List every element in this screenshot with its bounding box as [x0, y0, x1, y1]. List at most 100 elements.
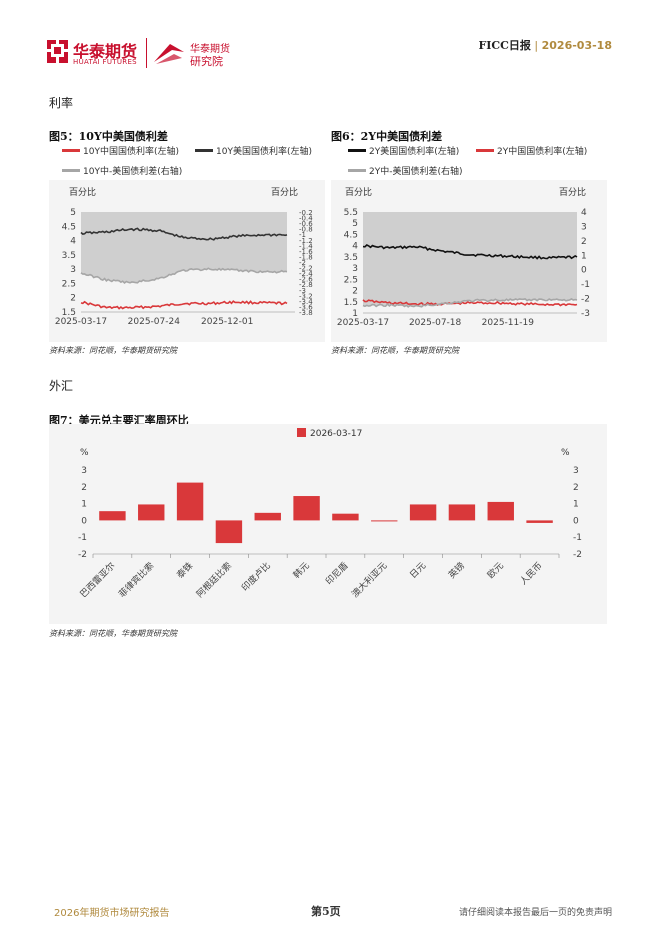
category-label: 印度卢比 — [239, 560, 273, 594]
company-logo: 华泰期货 HUATAI FUTURES — [47, 38, 147, 70]
bar — [487, 501, 514, 521]
left-tick-label: 4 — [352, 242, 358, 252]
category-label: 印尼盾 — [323, 560, 351, 588]
bar — [138, 504, 165, 521]
institute-name-1: 华泰期货 — [190, 44, 230, 55]
company-name-en: HUATAI FUTURES — [73, 58, 137, 66]
category-label: 巴西雷亚尔 — [77, 560, 117, 600]
left-tick-label: 4.5 — [62, 222, 76, 232]
report-separator: | — [534, 39, 539, 52]
right-tick-label: -2.4 — [299, 270, 313, 278]
fig7-source: 资料来源：同花顺，华泰期货研究院 — [49, 629, 177, 638]
section-title-rates: 利率 — [49, 96, 74, 110]
right-tick-label: -2.2 — [299, 265, 313, 273]
legend-swatch — [348, 149, 366, 152]
institute-wing-icon — [154, 44, 184, 64]
right-tick-label: -2.8 — [299, 281, 313, 289]
right-tick-label: -1.6 — [299, 248, 313, 256]
right-tick-label: -0.2 — [299, 209, 313, 217]
right-tick-label: -3.4 — [299, 298, 313, 306]
series-line — [80, 267, 288, 284]
series-line — [80, 300, 288, 310]
legend-swatch — [476, 149, 494, 152]
right-tick-label: -3 — [299, 287, 306, 295]
left-tick-label: 2 — [70, 294, 76, 304]
legend-label: 10Y中-美国债利差(右轴) — [83, 167, 183, 177]
fig5-chart-panel: 百分比 百分比 5 4.5 4 3.5 3 2.5 2 1.5 -0.2 -0.4 -0.6 -0.8 -1… — [49, 180, 325, 342]
right-tick-label: -2.6 — [299, 276, 313, 284]
left-tick-label: 3 — [352, 264, 358, 274]
fig6-title: 图6：2Y中美国债利差 — [331, 130, 443, 143]
left-tick-label: 5 — [352, 219, 358, 229]
logo-divider — [146, 38, 147, 68]
report-header: FICC日报 | 2026-03-18 — [478, 37, 612, 53]
fig7-chart-panel: 2026-03-17%% 3 3 2 2 1 1 0 0 -1 -1 -2 -2 巴西雷亚尔 菲律宾比索 泰铢… — [49, 424, 607, 624]
bar — [99, 511, 126, 521]
bar — [176, 482, 204, 521]
legend-label: 10Y美国国债利率(左轴) — [216, 147, 312, 157]
right-tick-label: -3.8 — [299, 309, 313, 317]
left-tick-label: -2 — [78, 550, 87, 560]
legend-label: 2Y美国国债利率(左轴) — [369, 147, 460, 157]
legend-swatch — [348, 169, 366, 172]
fig6-legend-1: 2Y美国国债利率(左轴) — [348, 144, 459, 157]
institute-name-2: 研究院 — [190, 55, 223, 68]
bar — [215, 520, 243, 544]
report-date: 2026-03-18 — [541, 39, 612, 52]
category-label: 韩元 — [290, 560, 311, 581]
left-tick-label: 3 — [81, 466, 87, 476]
right-tick-label: -0.4 — [299, 215, 313, 223]
fig5-legend-1: 10Y中国国债利率(左轴) — [62, 144, 179, 157]
right-tick-label: -3 — [581, 309, 590, 319]
right-tick-label: -1.8 — [299, 253, 313, 261]
right-tick-label: 0 — [581, 266, 587, 276]
fig5-source: 资料来源：同花顺，华泰期货研究院 — [49, 346, 177, 355]
section-title-fx: 外汇 — [49, 379, 74, 393]
category-label: 澳大利亚元 — [349, 560, 389, 600]
right-tick-label: -1 — [299, 231, 306, 239]
spread-area — [363, 212, 577, 307]
bar — [293, 496, 320, 521]
right-tick-label: -0.8 — [299, 226, 313, 234]
left-tick-label: 5 — [70, 208, 76, 218]
left-tick-label: 4 — [70, 237, 76, 247]
fig6-source: 资料来源：同花顺，华泰期货研究院 — [331, 346, 459, 355]
left-tick-label: -1 — [78, 533, 87, 543]
right-tick-label: -1 — [573, 533, 582, 543]
category-label: 人民币 — [518, 560, 545, 587]
fig5-legend-2: 10Y美国国债利率(左轴) — [195, 144, 312, 157]
right-tick-label: 3 — [573, 466, 579, 476]
legend-swatch — [62, 169, 80, 172]
bar — [409, 504, 437, 521]
fig6-chart: 百分比 百分比5.554.543.532.521.5143210-1-2-3202… — [337, 186, 590, 328]
left-tick-label: 2.5 — [62, 279, 76, 289]
left-tick-label: 2 — [352, 287, 358, 297]
series-line — [362, 299, 578, 307]
right-axis-unit: 百分比 — [559, 186, 586, 198]
right-tick-label: -2 — [581, 295, 590, 305]
series-line — [362, 244, 578, 260]
right-tick-label: 0 — [573, 516, 579, 526]
right-tick-label: -3.6 — [299, 303, 313, 311]
left-tick-label: 3.5 — [344, 253, 358, 263]
right-tick-label: -3.2 — [299, 292, 313, 300]
x-tick-label: 2025-03-17 — [337, 318, 389, 328]
x-tick-label: 2025-07-18 — [409, 318, 462, 328]
right-tick-label: 2 — [581, 237, 587, 247]
right-tick-label: -1 — [581, 280, 590, 290]
institute-logo: 华泰期货 研究院 — [152, 38, 242, 70]
category-label: 泰铢 — [174, 560, 195, 581]
left-axis-unit: % — [80, 448, 89, 458]
right-tick-label: -2 — [299, 259, 306, 267]
left-axis-unit: 百分比 — [345, 186, 372, 198]
series-line — [80, 227, 288, 241]
fig6-legend-3: 2Y中-美国债利差(右轴) — [348, 164, 463, 177]
x-tick-label: 2025-12-01 — [201, 317, 253, 327]
legend-label: 2026-03-17 — [310, 429, 362, 439]
left-axis-unit: 百分比 — [69, 186, 96, 198]
right-tick-label: 1 — [573, 500, 579, 510]
left-tick-label: 1 — [81, 500, 87, 510]
huatai-logo-icon — [47, 40, 68, 63]
left-tick-label: 1.5 — [62, 308, 76, 318]
